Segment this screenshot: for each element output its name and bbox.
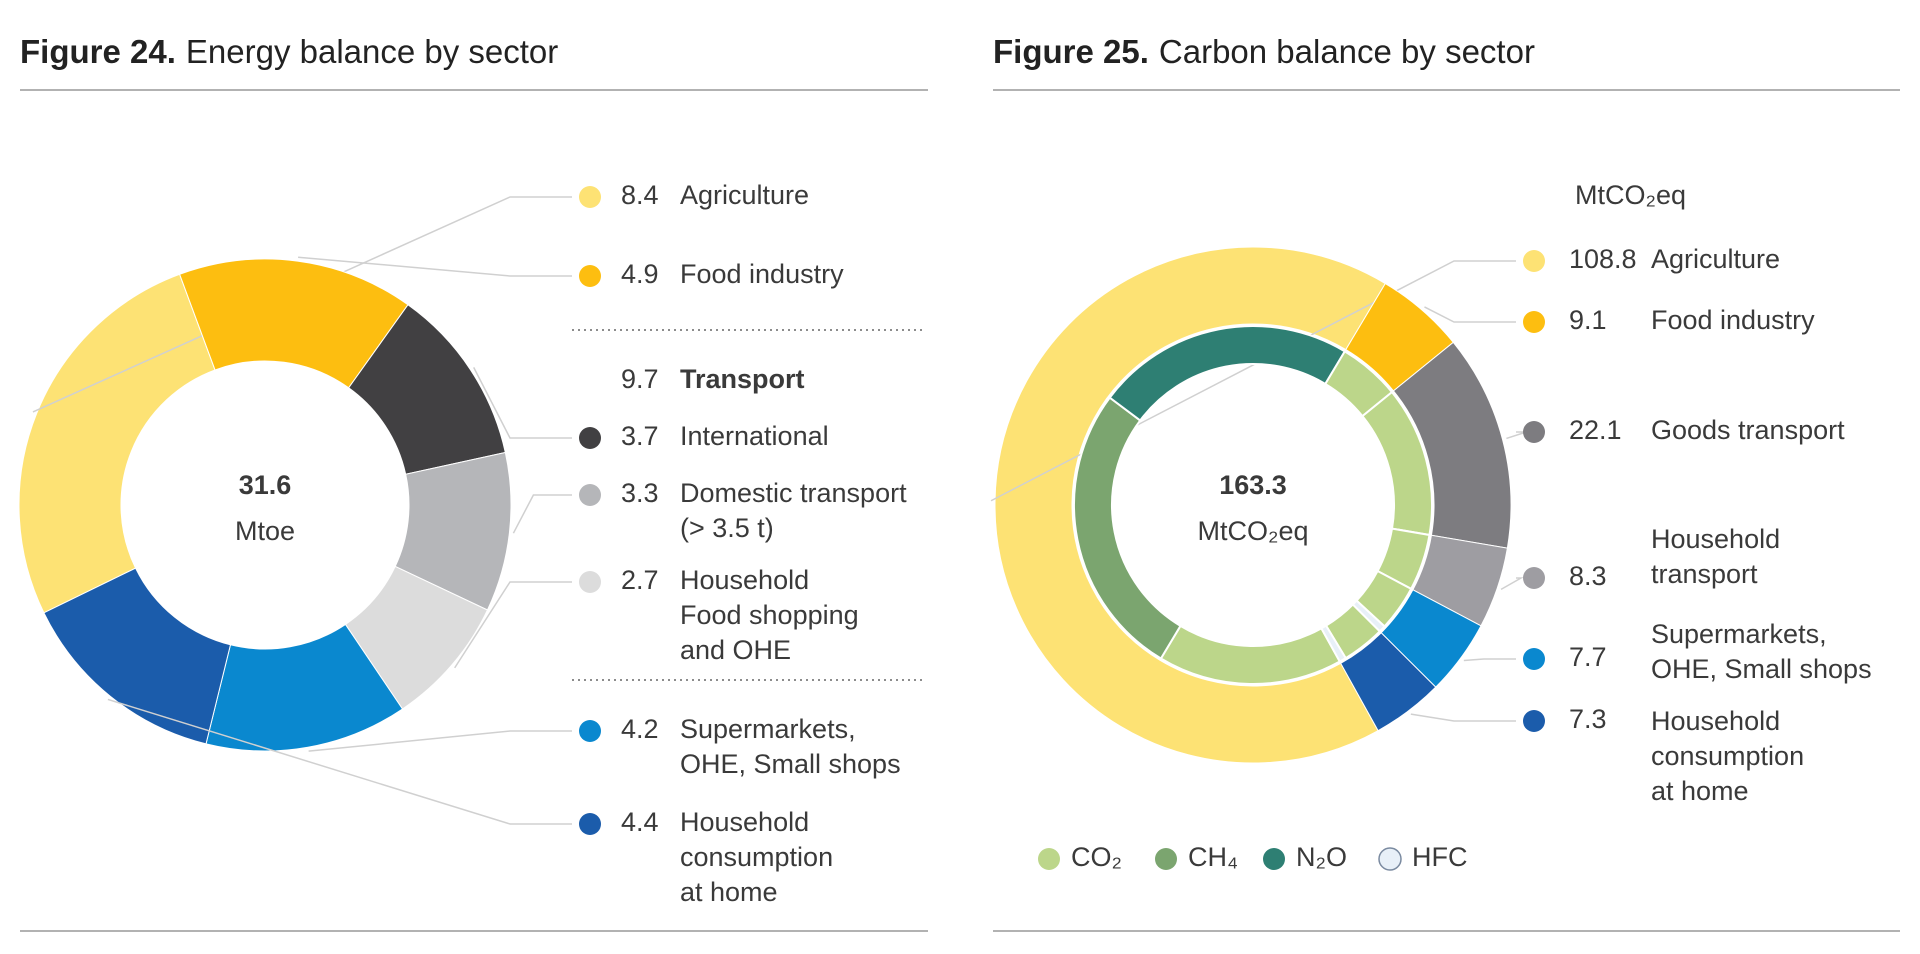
legend-dot: [579, 571, 601, 593]
legend-label: Agriculture: [680, 180, 809, 210]
legend-label: Household: [680, 565, 809, 595]
legend-unit: MtCO₂eq: [1575, 180, 1686, 210]
legend-label: OHE, Small shops: [1651, 654, 1872, 684]
gas-legend-dot: [1038, 848, 1060, 870]
sector-wedge: [1340, 632, 1437, 732]
legend-label: OHE, Small shops: [680, 749, 901, 779]
legend-dot: [579, 720, 601, 742]
figure-number: Figure 24.: [20, 33, 176, 70]
legend-dot: [1523, 311, 1545, 333]
legend-value: 4.4: [621, 807, 659, 837]
leader-line: [1424, 306, 1516, 323]
legend-value: 3.7: [621, 421, 659, 451]
legend-label: transport: [1651, 559, 1758, 589]
leader-line: [107, 698, 572, 825]
legend-dot: [579, 265, 601, 287]
legend-label: at home: [1651, 776, 1749, 806]
legend-label: consumption: [680, 842, 833, 872]
leader-line: [454, 581, 572, 669]
figure-title: Figure 24. Energy balance by sector: [20, 33, 558, 70]
sector-wedge: [43, 567, 232, 745]
legend-value: 2.7: [621, 565, 659, 595]
center-unit: Mtoe: [235, 516, 295, 546]
center-unit: MtCO₂eq: [1197, 516, 1308, 546]
figure-title-text: Carbon balance by sector: [1159, 33, 1535, 70]
gas-legend-label: N₂O: [1296, 842, 1347, 872]
legend-value: 8.3: [1569, 561, 1607, 591]
legend-dot: [1523, 567, 1545, 589]
legend-value: 4.2: [621, 714, 659, 744]
legend-label: International: [680, 421, 829, 451]
legend-label: Supermarkets,: [680, 714, 856, 744]
legend-value: 4.9: [621, 259, 659, 289]
legend-dot: [1523, 710, 1545, 732]
legend-value: 8.4: [621, 180, 659, 210]
leader-line: [473, 367, 572, 439]
legend-label: Agriculture: [1651, 244, 1780, 274]
legend-label: Household: [680, 807, 809, 837]
legend-dot: [1523, 421, 1545, 443]
legend-value: 7.3: [1569, 704, 1607, 734]
legend-value: 22.1: [1569, 415, 1622, 445]
legend-dot: [1523, 250, 1545, 272]
leader-line: [512, 494, 572, 534]
leader-line: [1463, 658, 1516, 662]
sector-wedge: [994, 246, 1386, 764]
gas-legend-label: HFC: [1412, 842, 1468, 872]
legend-value: 9.1: [1569, 305, 1607, 335]
figure-number: Figure 25.: [993, 33, 1149, 70]
leader-line: [990, 260, 1516, 502]
group-value: 9.7: [621, 364, 659, 394]
legend-value: 3.3: [621, 478, 659, 508]
legend-label: Domestic transport: [680, 478, 907, 508]
gas-legend-label: CO₂: [1071, 842, 1122, 872]
legend-label: Household: [1651, 524, 1780, 554]
leader-line: [1500, 577, 1524, 591]
center-total: 31.6: [239, 470, 292, 500]
legend-label: Household: [1651, 706, 1780, 736]
gas-segment: [1320, 624, 1348, 663]
legend-label: and OHE: [680, 635, 791, 665]
gas-legend-dot: [1155, 848, 1177, 870]
legend-label: Food industry: [1651, 305, 1815, 335]
legend-value: 108.8: [1569, 244, 1637, 274]
legend-label: at home: [680, 877, 778, 907]
legend-label: Food shopping: [680, 600, 859, 630]
legend-dot: [579, 186, 601, 208]
legend-label: Goods transport: [1651, 415, 1845, 445]
legend-label: Food industry: [680, 259, 844, 289]
center-total: 163.3: [1219, 470, 1287, 500]
legend-dot: [579, 813, 601, 835]
legend-label: consumption: [1651, 741, 1804, 771]
figure-title-text: Energy balance by sector: [186, 33, 558, 70]
legend-dot: [579, 484, 601, 506]
leader-line: [308, 730, 572, 752]
group-name: Transport: [680, 364, 805, 394]
legend-value: 7.7: [1569, 642, 1607, 672]
legend-label: Supermarkets,: [1651, 619, 1827, 649]
legend-dot: [579, 427, 601, 449]
figure-title: Figure 25. Carbon balance by sector: [993, 33, 1535, 70]
leader-line: [32, 196, 572, 413]
sector-wedge: [18, 273, 216, 614]
legend-label: (> 3.5 t): [680, 513, 774, 543]
gas-legend-dot: [1378, 847, 1402, 871]
legend-dot: [1523, 648, 1545, 670]
gas-legend-dot: [1263, 848, 1285, 870]
leader-line: [298, 256, 572, 277]
gas-legend-label: CH₄: [1188, 842, 1238, 872]
leader-line: [1410, 713, 1516, 722]
